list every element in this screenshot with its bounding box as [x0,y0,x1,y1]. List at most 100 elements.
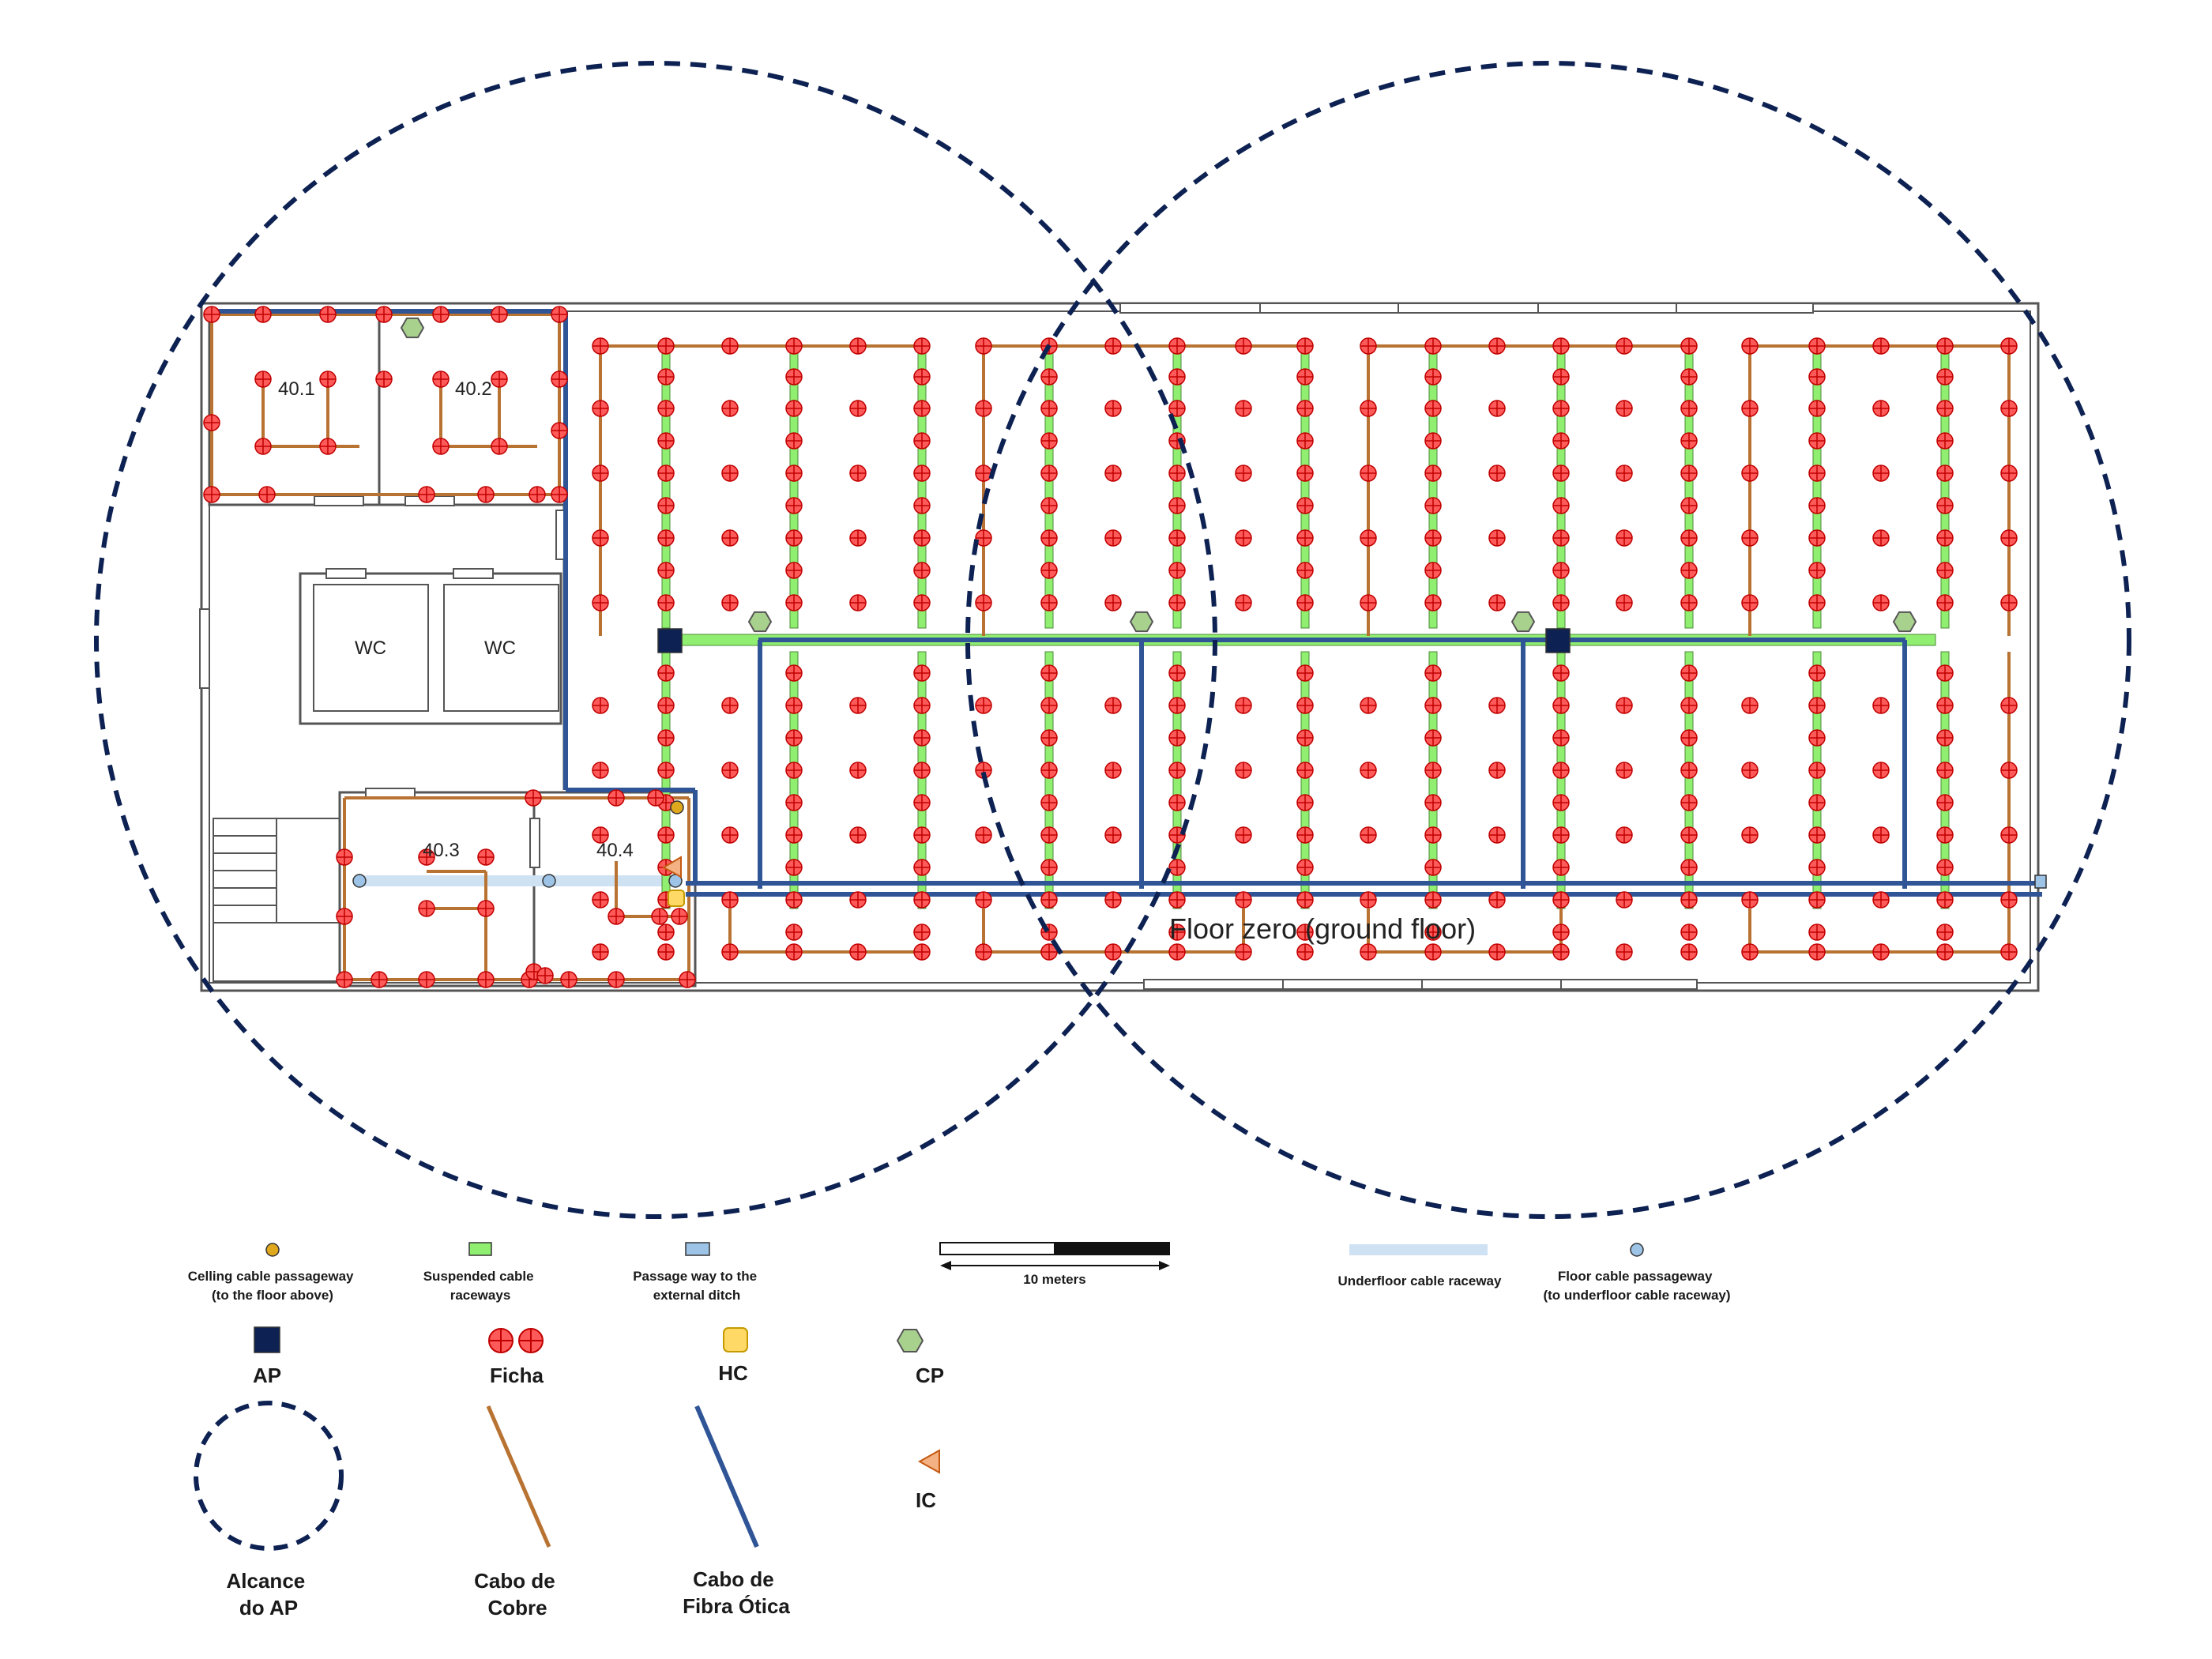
room-label-40-4: 40.4 [596,840,634,861]
ficha [1296,594,1314,611]
ficha [671,908,688,925]
ficha [1808,794,1826,811]
ficha [1104,826,1122,844]
ficha [1424,562,1442,579]
ficha [1168,943,1186,961]
ficha [1168,497,1186,514]
suspended-raceway [1428,351,1438,629]
ficha [1168,859,1186,876]
ficha [1296,697,1314,714]
ap-ranges [94,61,2131,1219]
ficha [1040,729,1058,747]
ficha [721,465,739,482]
ficha [1360,697,1377,714]
ficha [1936,529,1954,547]
ficha [1424,337,1442,355]
ficha [849,529,867,547]
ficha [657,924,675,941]
ficha [592,594,609,611]
ficha [1808,368,1826,386]
ficha [2000,697,2018,714]
ficha [1296,943,1314,961]
ficha [849,594,867,611]
ficha [1235,337,1252,355]
ficha [975,697,992,714]
ficha [1936,729,1954,747]
ficha [1488,762,1506,779]
ficha [525,789,542,807]
suspended-raceway [1300,351,1310,629]
ficha [1936,368,1954,386]
ficha [1424,924,1442,941]
ficha [913,826,931,844]
ficha [560,971,577,988]
legend-floor-passageway-icon [1630,1243,1644,1257]
ficha [1488,529,1506,547]
ficha [1040,697,1058,714]
ficha [975,337,992,355]
ficha [913,337,931,355]
ficha [849,891,867,908]
ficha [375,371,393,388]
ficha [1360,529,1377,547]
ficha [1616,465,1633,482]
floor-title: Floor zero (ground floor) [1169,912,1476,945]
ficha [1808,697,1826,714]
ficha [1680,794,1698,811]
ficha [913,432,931,450]
ficha [1040,891,1058,908]
ficha [1040,826,1058,844]
ficha [1808,891,1826,908]
ficha [1936,924,1954,941]
ficha [1104,594,1122,611]
ficha [913,465,931,482]
ficha [913,497,931,514]
ficha [1616,891,1633,908]
ficha [1872,529,1890,547]
legend-underfloor-raceway-icon [1349,1244,1488,1255]
suspended-raceway [1812,651,1822,909]
ficha [1741,943,1759,961]
ficha [975,400,992,417]
ficha [1808,529,1826,547]
ficha [1680,664,1698,682]
ficha [592,826,609,844]
ficha [721,337,739,355]
ficha [1680,594,1698,611]
ficha [785,497,803,514]
ficha [785,794,803,811]
ficha [2000,826,2018,844]
ficha [1040,497,1058,514]
ficha [1552,465,1570,482]
suspended-raceway [1940,351,1950,629]
ficha [1936,594,1954,611]
scale-bar: 10 meters [939,1242,1170,1287]
ficha [2000,337,2018,355]
room-label-40-2: 40.2 [455,378,492,400]
ficha [1872,465,1890,482]
ficha [1552,794,1570,811]
ficha [371,971,388,988]
ficha [1616,943,1633,961]
ficha [1168,664,1186,682]
ficha [1360,465,1377,482]
ficha [1040,368,1058,386]
ficha [592,529,609,547]
ficha [1296,762,1314,779]
ficha [1741,400,1759,417]
ficha [721,943,739,961]
ficha [477,848,495,866]
ficha [785,859,803,876]
ficha [1872,943,1890,961]
ficha [657,729,675,747]
legend-cp-label: CP [916,1364,944,1387]
ficha [1424,794,1442,811]
ficha [913,529,931,547]
ficha [1488,943,1506,961]
ficha [491,371,508,388]
ficha [1168,794,1186,811]
ficha [849,697,867,714]
stairs [213,818,340,982]
ficha [1424,826,1442,844]
ficha [1488,891,1506,908]
